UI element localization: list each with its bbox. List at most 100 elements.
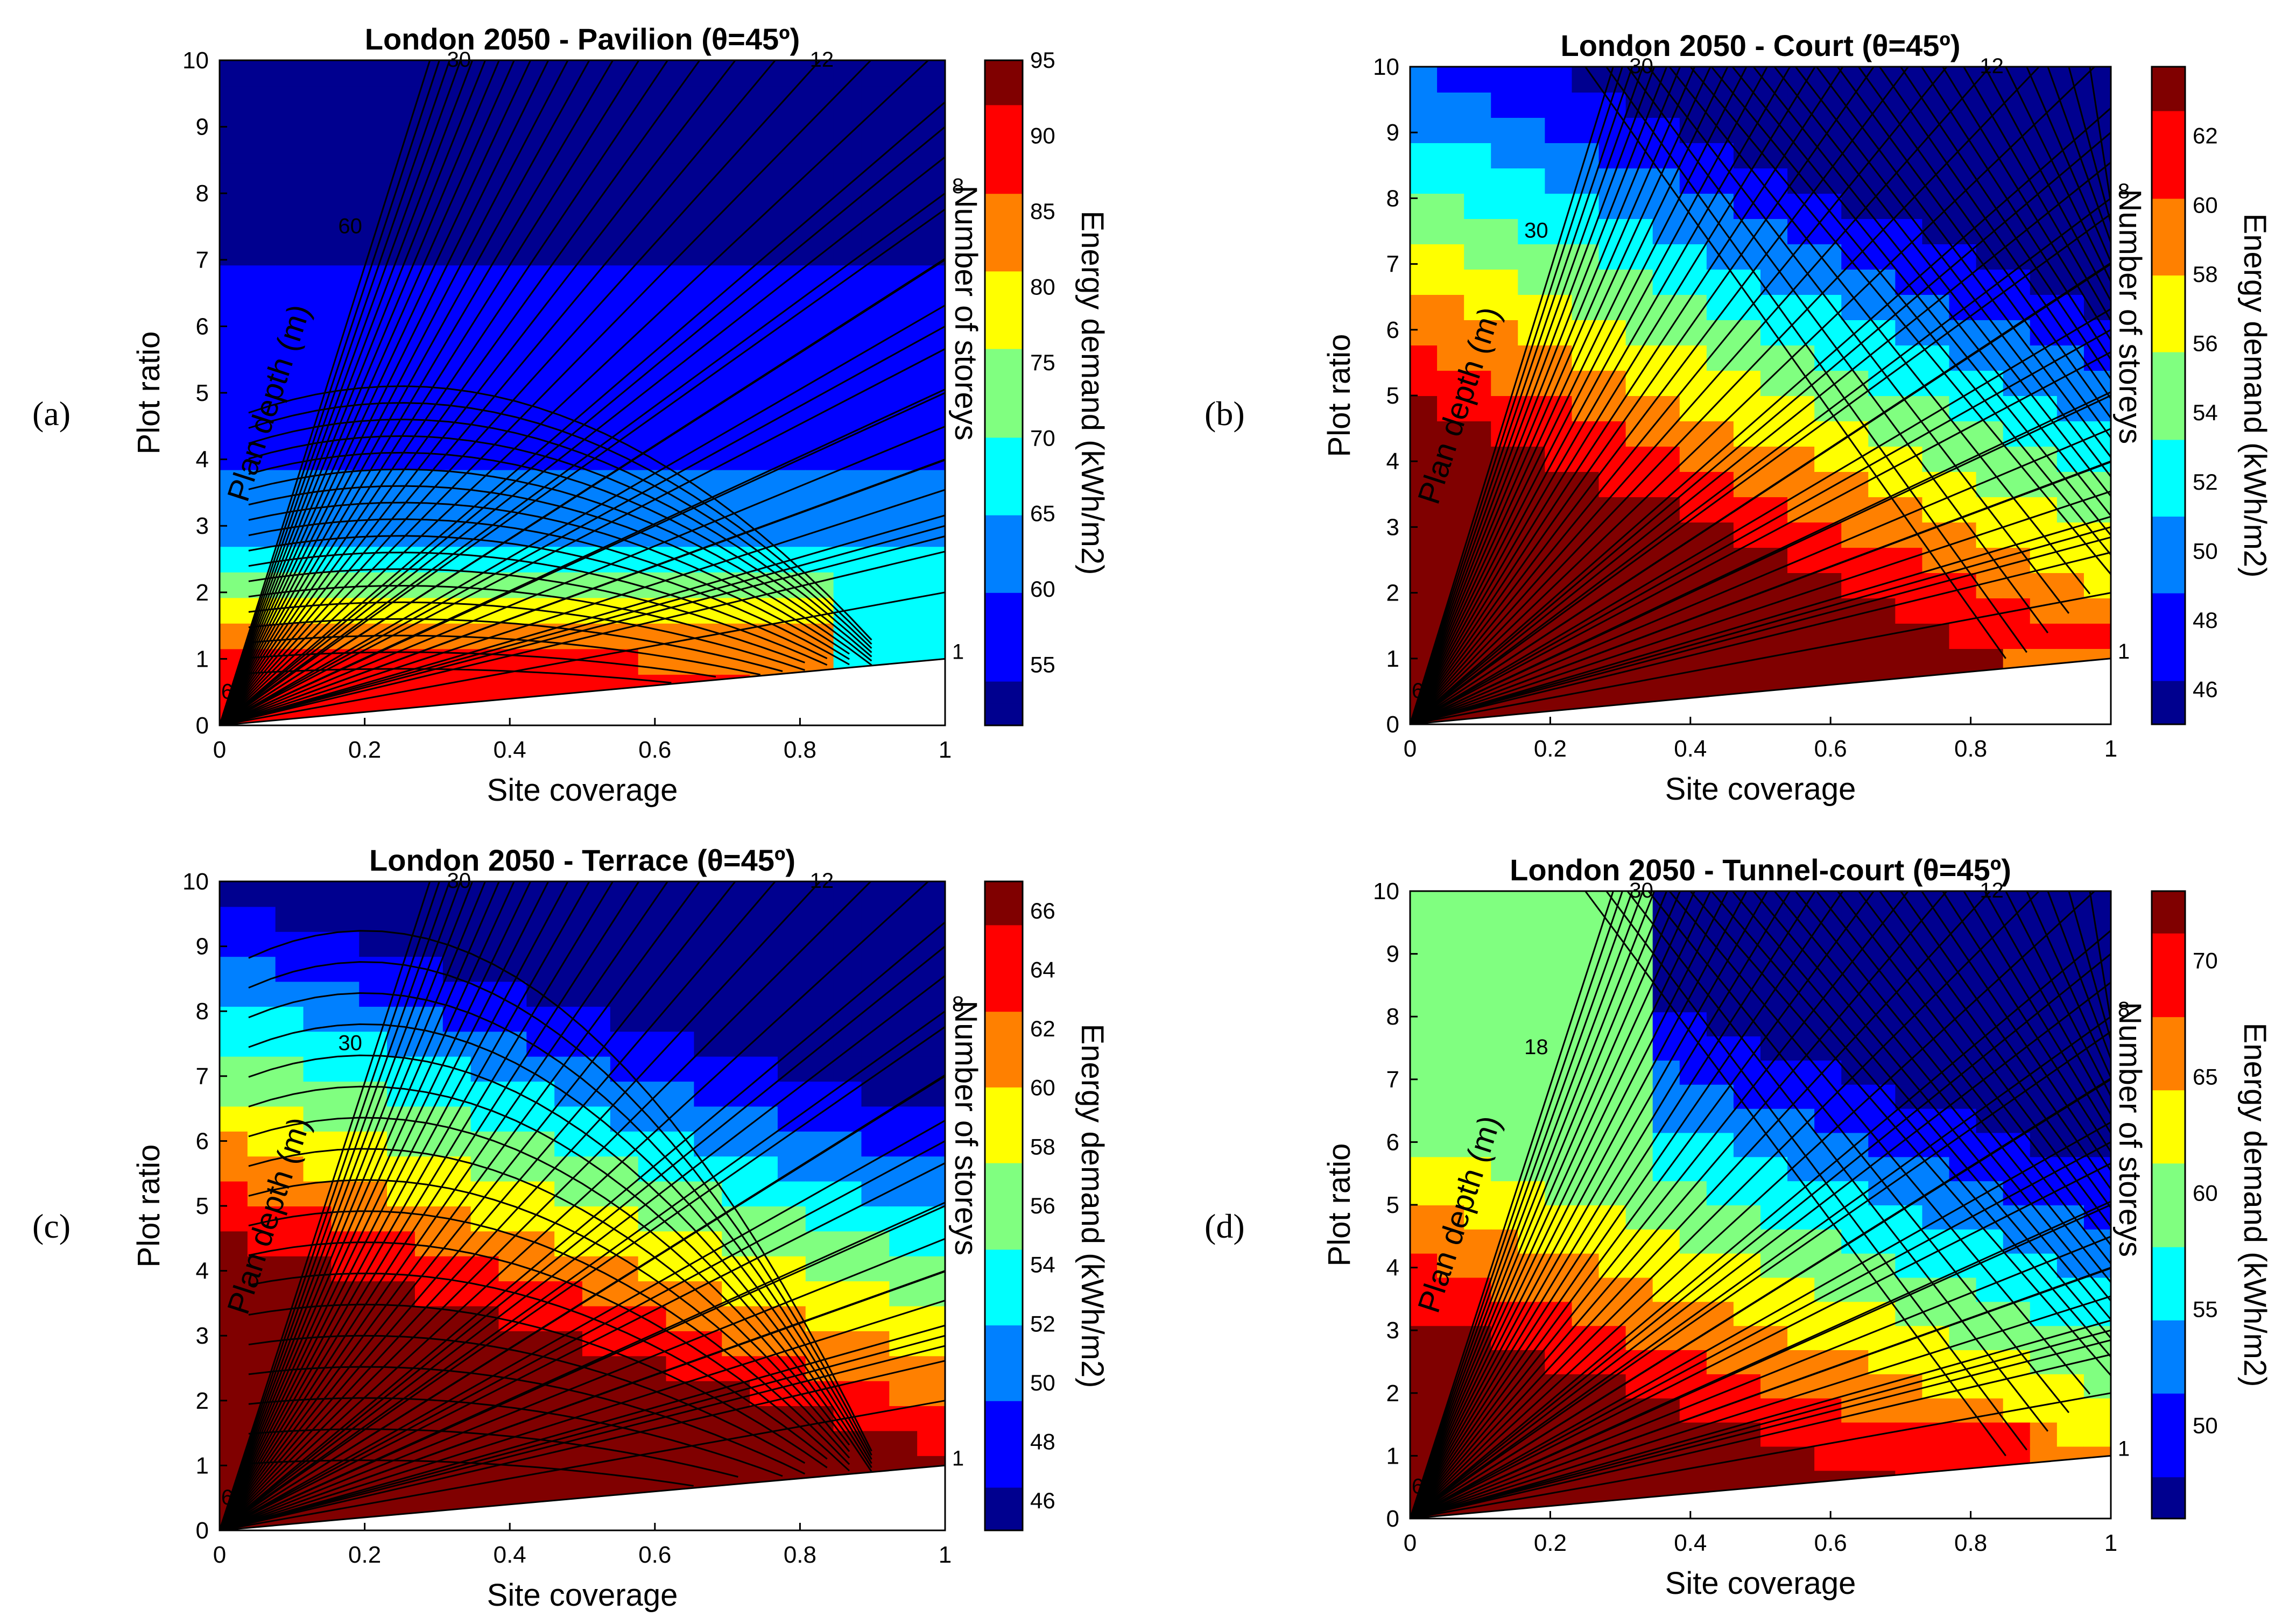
storey-line	[1410, 1141, 2111, 1520]
heatmap-cell	[722, 1006, 751, 1032]
heatmap-cell	[1895, 244, 1923, 270]
heatmap-cell	[1437, 1060, 1465, 1085]
storey-line	[219, 658, 946, 726]
storey-line	[219, 1010, 946, 1531]
plan-depth-line	[219, 881, 590, 1531]
plan-depth-line	[1410, 536, 2111, 725]
heatmap-cell	[1922, 218, 1950, 244]
heatmap-cell	[917, 956, 946, 982]
x-tick-label: 0.6	[638, 737, 671, 763]
heatmap-cell	[833, 906, 862, 932]
heatmap-cell	[359, 188, 388, 215]
storey-line	[1410, 658, 2111, 725]
colorbar-segment	[985, 978, 1023, 990]
colorbar-segment	[985, 149, 1023, 161]
heatmap-cell	[220, 188, 248, 215]
storey-line	[1410, 263, 2111, 725]
heatmap-cell	[861, 1131, 890, 1157]
heatmap-cell	[470, 1255, 499, 1282]
heatmap-cell	[1437, 915, 1465, 940]
plan-depth-line	[219, 881, 614, 1531]
heatmap-cell	[1437, 939, 1465, 964]
heatmap-cell	[303, 239, 332, 266]
heatmap-cell	[917, 1305, 946, 1331]
colorbar-segment	[2152, 582, 2185, 594]
heatmap-cell	[554, 981, 583, 1007]
heatmap-cell	[1410, 497, 1438, 522]
heatmap-cell	[275, 1081, 304, 1107]
panel-letter: (a)	[32, 394, 71, 433]
colorbar-segment	[985, 603, 1023, 615]
heatmap-cell	[2030, 67, 2058, 93]
heatmap-cell	[303, 111, 332, 138]
plan-depth-line	[1410, 1121, 2111, 1520]
colorbar-segment	[2152, 209, 2185, 221]
heatmap-cell	[1625, 370, 1653, 396]
heatmap-cell	[2056, 244, 2084, 270]
y-tick-label: 8	[1386, 1004, 1399, 1030]
colorbar-segment	[985, 581, 1023, 593]
heatmap-cell	[1491, 370, 1519, 396]
heatmap-cell	[889, 60, 918, 87]
heatmap-cell	[331, 111, 360, 138]
contour-label: 30	[447, 869, 471, 893]
heatmap-cell	[777, 1006, 806, 1032]
heatmap-cell	[917, 444, 946, 470]
plan-depth-curve	[1647, 66, 2070, 614]
colorbar-segment	[2152, 680, 2185, 692]
chart-title: London 2050 - Pavilion (θ=45º)	[365, 22, 800, 56]
heatmap-cell	[1679, 1084, 1707, 1109]
heatmap-cell	[722, 1181, 751, 1206]
heatmap-cell	[2083, 598, 2111, 624]
heatmap-cell	[889, 1106, 918, 1132]
heatmap-cell	[1437, 522, 1465, 548]
colorbar-segment	[2152, 296, 2185, 309]
heatmap-cell	[917, 1255, 946, 1282]
heatmap-cell	[275, 1131, 304, 1157]
colorbar-segment	[985, 315, 1023, 327]
colorbar-segment	[2152, 1288, 2185, 1300]
heatmap-cell	[1410, 1422, 1438, 1447]
heatmap-cell	[275, 1056, 304, 1082]
heatmap-cell	[220, 1181, 248, 1206]
heatmap-cell	[303, 1181, 332, 1206]
heatmap-cell	[1545, 168, 1573, 194]
heatmap-cell	[1679, 446, 1707, 472]
heatmap-cell	[1841, 623, 1869, 649]
heatmap-cell	[387, 1156, 415, 1182]
heatmap-cell	[889, 188, 918, 215]
heatmap-cell	[220, 906, 248, 932]
heatmap-cell	[917, 60, 946, 87]
heatmap-cell	[861, 623, 890, 649]
colorbar-segment	[985, 126, 1023, 139]
heatmap-cell	[777, 367, 806, 393]
heatmap-cell	[805, 111, 834, 138]
plan-depth-curve	[248, 961, 872, 1456]
colorbar-frame	[2151, 890, 2186, 1520]
plan-depth-line	[1409, 66, 1614, 725]
heatmap-cell	[1464, 1132, 1492, 1157]
plan-depth-line	[1409, 891, 1644, 1519]
panel-letter: (c)	[32, 1207, 71, 1245]
colorbar-segment	[2152, 943, 2185, 955]
colorbar-segment	[2152, 527, 2185, 539]
heatmap-cell	[1625, 1181, 1653, 1205]
heatmap-cell	[917, 623, 946, 649]
heatmap-cell	[1572, 915, 1600, 940]
plan-depth-line	[219, 60, 569, 726]
plan-depth-line	[1409, 891, 1875, 1519]
heatmap-cell	[1410, 1036, 1438, 1061]
heatmap-cell	[220, 1355, 248, 1381]
plan-depth-curve	[248, 485, 872, 666]
heatmap-cell	[889, 1305, 918, 1331]
x-axis-label: Site coverage	[1665, 772, 1856, 807]
colorbar-segment	[2152, 1225, 2185, 1237]
plan-depth-curve	[1963, 66, 2112, 321]
heatmap-cell	[2083, 1422, 2111, 1447]
heatmap-cell	[666, 906, 695, 932]
heatmap-cell	[666, 1081, 695, 1107]
heatmap-cell	[275, 341, 304, 368]
panel-letter: (b)	[1205, 394, 1245, 433]
heatmap-cell	[247, 111, 276, 138]
